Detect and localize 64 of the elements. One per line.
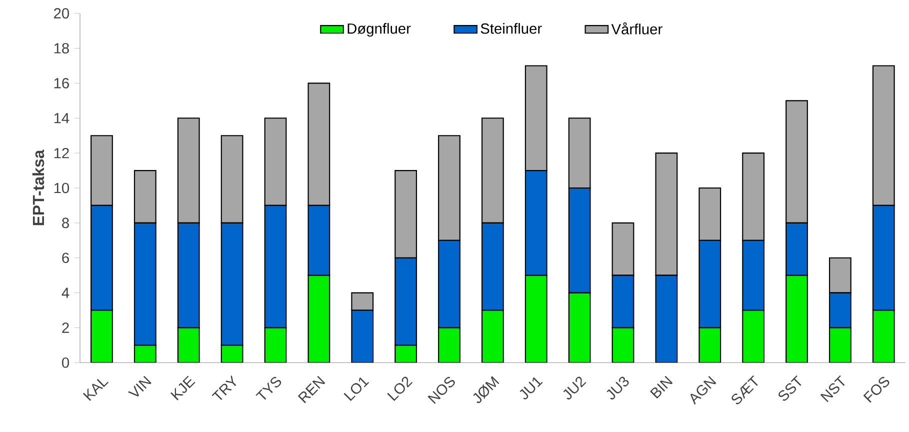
bar [828,257,852,294]
bar [351,292,374,311]
bar [134,344,156,363]
legend-label: Døgnfluer [348,23,411,37]
legend-label: Steinfluer [480,23,542,34]
y-tick-label: 10 [54,182,70,194]
bar [394,257,417,346]
bar [264,204,287,328]
bar [872,310,895,363]
bar [90,204,113,311]
bar [698,240,722,328]
bar [828,327,852,363]
y-tick-label: 0 [62,357,70,368]
y-tick-label: 6 [62,252,69,264]
bar [698,187,722,241]
y-tick-label: 18 [54,43,69,54]
x-tick-label: KAL [82,378,109,401]
bar [568,292,591,363]
bar [742,310,765,363]
bar [438,327,460,363]
bar [438,240,460,328]
bar [828,292,852,328]
y-tick-label: 4 [62,288,70,298]
y-axis-title: EPT-taksa [32,150,44,226]
y-tick-label: 16 [54,78,69,88]
x-tick-label: VIN [128,376,152,396]
bar [612,222,634,276]
bar [220,222,244,346]
bar [394,344,417,363]
y-tick-label: 14 [54,113,70,124]
bar [308,204,330,276]
bar [134,222,156,346]
bar [481,222,504,311]
bar [264,327,287,363]
x-tick-label: JU3 [606,376,629,400]
bar [786,222,808,276]
bar [786,274,808,363]
bar [698,327,722,363]
y-tick-label: 2 [62,322,69,333]
bar [612,327,634,363]
bar [655,274,678,363]
bar [742,240,765,311]
x-tick-label: JU2 [563,376,586,400]
bar [351,310,374,363]
bar [481,310,504,363]
bar [308,274,330,363]
bar [524,170,548,276]
bar [177,222,200,328]
bar [872,204,895,311]
bar [524,274,548,363]
x-tick-label: LO1 [344,377,370,402]
bar [177,327,200,363]
y-tick-label: 8 [62,218,69,228]
x-tick-label: TYS [256,376,282,400]
x-tick-label: LO2 [387,376,413,402]
bar [612,274,634,328]
y-tick-label: 12 [54,148,69,158]
bar [90,310,113,363]
legend-label: Vårfluer [611,22,662,34]
x-tick-label: BIN [650,376,673,399]
x-tick-label: TRY [212,375,236,400]
y-tick-label: 20 [54,8,70,19]
x-tick-label: JU1 [520,377,543,400]
bar [568,187,591,294]
